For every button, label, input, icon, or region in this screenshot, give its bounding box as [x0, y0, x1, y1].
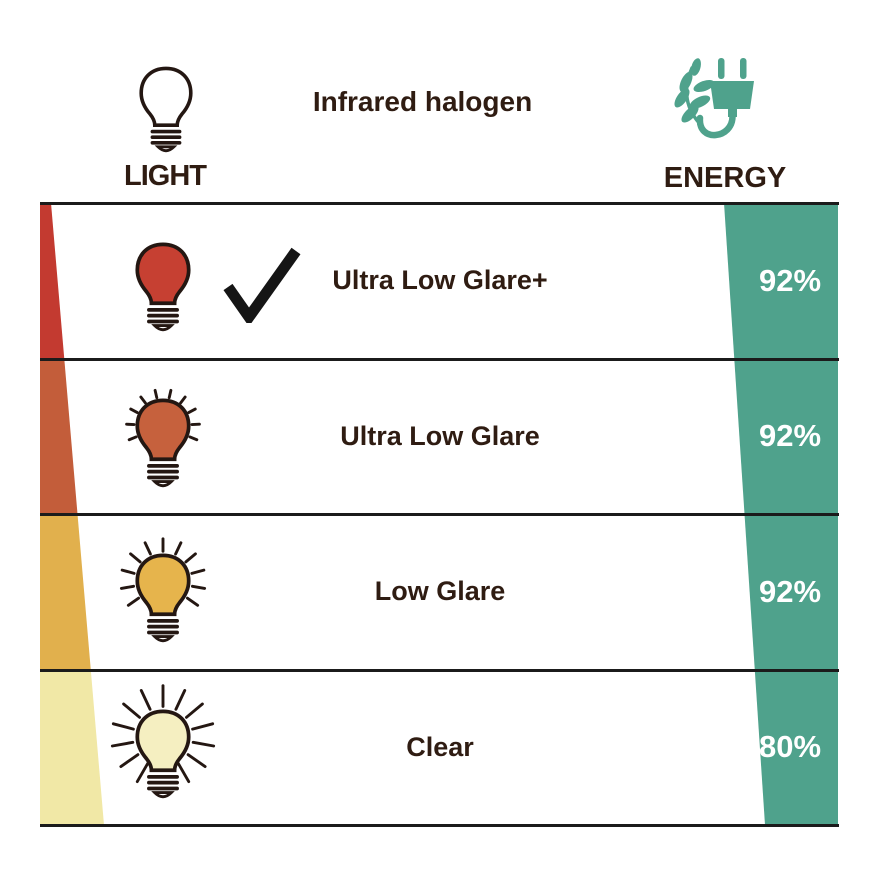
energy-percent: 92%: [758, 262, 822, 298]
check-icon: [222, 245, 302, 327]
table-rule-3: [40, 668, 839, 672]
table-row: Clear 80%: [40, 670, 839, 824]
light-column-label: LIGHT: [124, 160, 207, 192]
red-bulb-icon: [109, 217, 217, 343]
wedge-segment-2: [40, 359, 78, 514]
table-rule-bottom: [40, 823, 839, 827]
plug-shape: [696, 58, 754, 139]
table-rule-2: [40, 513, 839, 516]
light-bulb-outline-icon: [114, 42, 218, 164]
row-label: Ultra Low Glare: [340, 420, 540, 451]
energy-percent: 80%: [758, 729, 822, 764]
table-row: Ultra Low Glare 92%: [40, 359, 839, 513]
leaf-sprig: [674, 58, 715, 128]
table-row: Ultra Low Glare+ 92%: [40, 203, 839, 358]
orange-bulb-rays-icon: [109, 373, 217, 499]
wedge-segment-1: [40, 203, 65, 359]
row-label: Low Glare: [374, 576, 506, 606]
energy-percent: 92%: [758, 573, 822, 609]
page-title: Infrared halogen: [312, 86, 533, 117]
table-rule-1: [40, 357, 839, 361]
row-label: Clear: [406, 731, 474, 762]
glare-wedge: [40, 203, 104, 825]
energy-plug-leaf-icon: [660, 56, 778, 150]
row-label: Ultra Low Glare+: [332, 265, 548, 295]
clear-bulb-rays-icon: [109, 684, 217, 810]
yellow-bulb-rays-icon: [109, 528, 217, 654]
table-row: Low Glare 92%: [40, 514, 839, 669]
wedge-segment-3: [40, 514, 91, 670]
wedge-segment-4: [40, 670, 104, 825]
energy-percent: 92%: [758, 418, 822, 453]
energy-column-label: ENERGY: [663, 162, 787, 194]
table-rule-top: [40, 201, 839, 205]
